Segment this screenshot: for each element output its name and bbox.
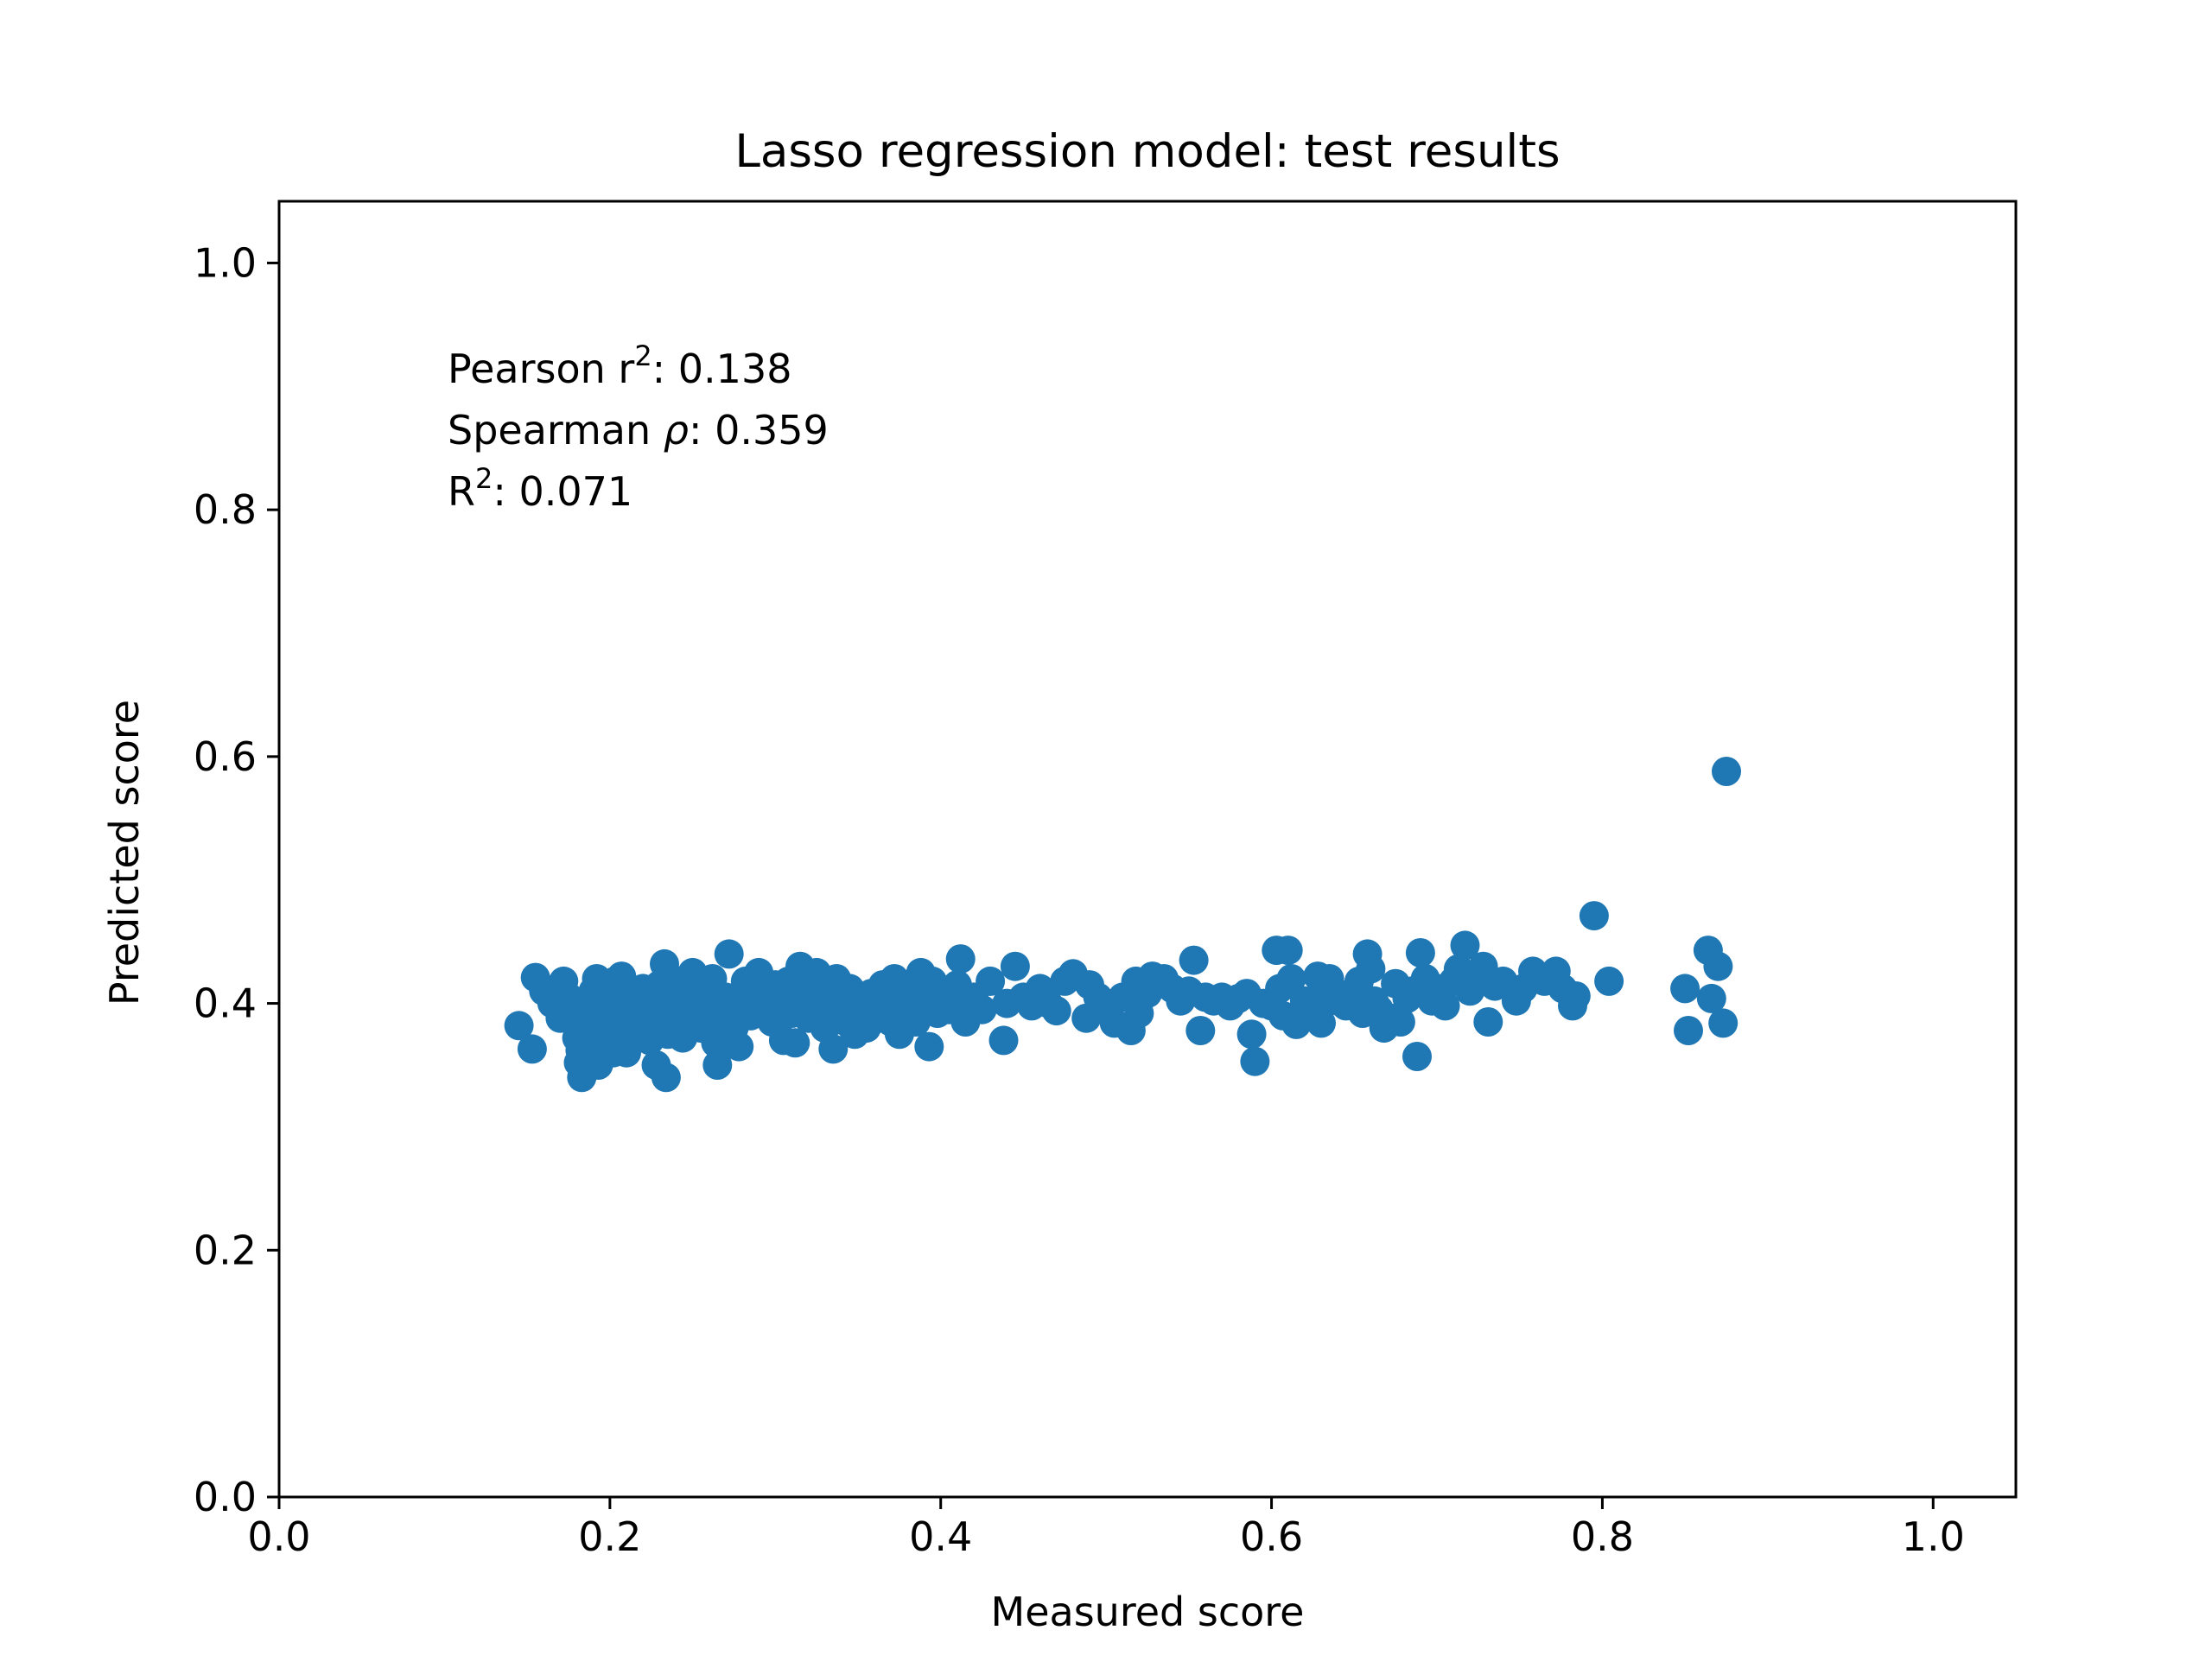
- data-point: [1236, 1019, 1267, 1050]
- x-tick-label: 0.8: [1571, 1513, 1634, 1560]
- stats-superscript: 2: [634, 339, 652, 372]
- y-tick-label: 1.0: [194, 239, 257, 286]
- data-point: [1450, 930, 1480, 961]
- data-point: [945, 944, 976, 974]
- data-point: [1314, 964, 1344, 993]
- y-tick-label: 0.6: [194, 733, 257, 780]
- stats-symbol: ρ: [664, 407, 689, 454]
- x-tick-label: 0.0: [247, 1513, 310, 1560]
- data-point: [1405, 938, 1435, 967]
- data-point: [1708, 1008, 1738, 1038]
- y-tick-label: 0.4: [194, 980, 257, 1027]
- y-axis: 0.0 0.2 0.4 0.6 0.8 1.0: [194, 239, 279, 1520]
- data-point: [724, 1031, 754, 1062]
- data-point: [1041, 996, 1071, 1026]
- stats-value: : 0.359: [689, 407, 829, 454]
- stats-line: Pearson r2: 0.138: [448, 339, 791, 392]
- data-point: [1579, 901, 1609, 931]
- data-point: [1473, 1007, 1503, 1037]
- data-point: [1306, 1008, 1336, 1038]
- data-point: [1696, 983, 1726, 1013]
- y-axis-label: Predicted score: [101, 700, 148, 1005]
- data-point: [1560, 981, 1591, 1011]
- data-point: [714, 939, 744, 969]
- stats-base: R: [448, 468, 475, 515]
- data-point: [517, 1034, 547, 1064]
- data-point: [1703, 951, 1733, 981]
- data-point: [504, 1011, 534, 1041]
- x-tick-label: 1.0: [1902, 1513, 1965, 1560]
- y-tick-label: 0.8: [194, 486, 257, 533]
- stats-line: R2: 0.071: [448, 462, 632, 515]
- data-point: [976, 966, 1006, 996]
- data-point: [1430, 991, 1460, 1021]
- data-point: [967, 994, 997, 1024]
- data-point: [780, 1028, 810, 1058]
- stats-base: Pearson r: [448, 346, 634, 392]
- data-point: [1273, 936, 1303, 966]
- data-point: [702, 1050, 733, 1080]
- stats-superscript: 2: [475, 462, 493, 495]
- data-point: [1240, 1046, 1270, 1076]
- x-tick-label: 0.4: [909, 1513, 972, 1560]
- data-point: [1712, 757, 1741, 786]
- data-point: [1185, 1016, 1216, 1045]
- data-point: [988, 1025, 1019, 1056]
- points-layer: [504, 757, 1741, 1093]
- data-point: [1179, 945, 1209, 975]
- plot-area-frame: [277, 200, 2018, 1499]
- y-tick-label: 0.0: [194, 1474, 257, 1520]
- data-point: [1356, 954, 1386, 984]
- data-point: [1385, 1007, 1415, 1037]
- stats-value: : 0.138: [652, 346, 792, 392]
- data-point: [607, 961, 637, 992]
- data-point: [818, 1034, 849, 1064]
- data-point: [651, 1063, 681, 1093]
- data-point: [1000, 951, 1030, 981]
- x-axis: 0.0 0.2 0.4 0.6 0.8 1.0: [247, 1497, 1965, 1560]
- data-point: [1674, 1016, 1703, 1045]
- data-point: [1670, 974, 1700, 1004]
- x-tick-label: 0.6: [1240, 1513, 1303, 1560]
- stats-value: : 0.071: [493, 468, 632, 515]
- stats-base: Spearman: [448, 407, 664, 454]
- data-point: [1276, 964, 1306, 993]
- data-point: [1594, 966, 1624, 996]
- chart-title: Lasso regression model: test results: [734, 125, 1560, 178]
- x-axis-label: Measured score: [991, 1589, 1305, 1635]
- x-tick-label: 0.2: [578, 1513, 641, 1560]
- data-point: [914, 1031, 944, 1062]
- y-tick-label: 0.2: [194, 1227, 257, 1273]
- data-point: [1402, 1042, 1432, 1071]
- stats-line: Spearman ρ: 0.359: [448, 407, 829, 454]
